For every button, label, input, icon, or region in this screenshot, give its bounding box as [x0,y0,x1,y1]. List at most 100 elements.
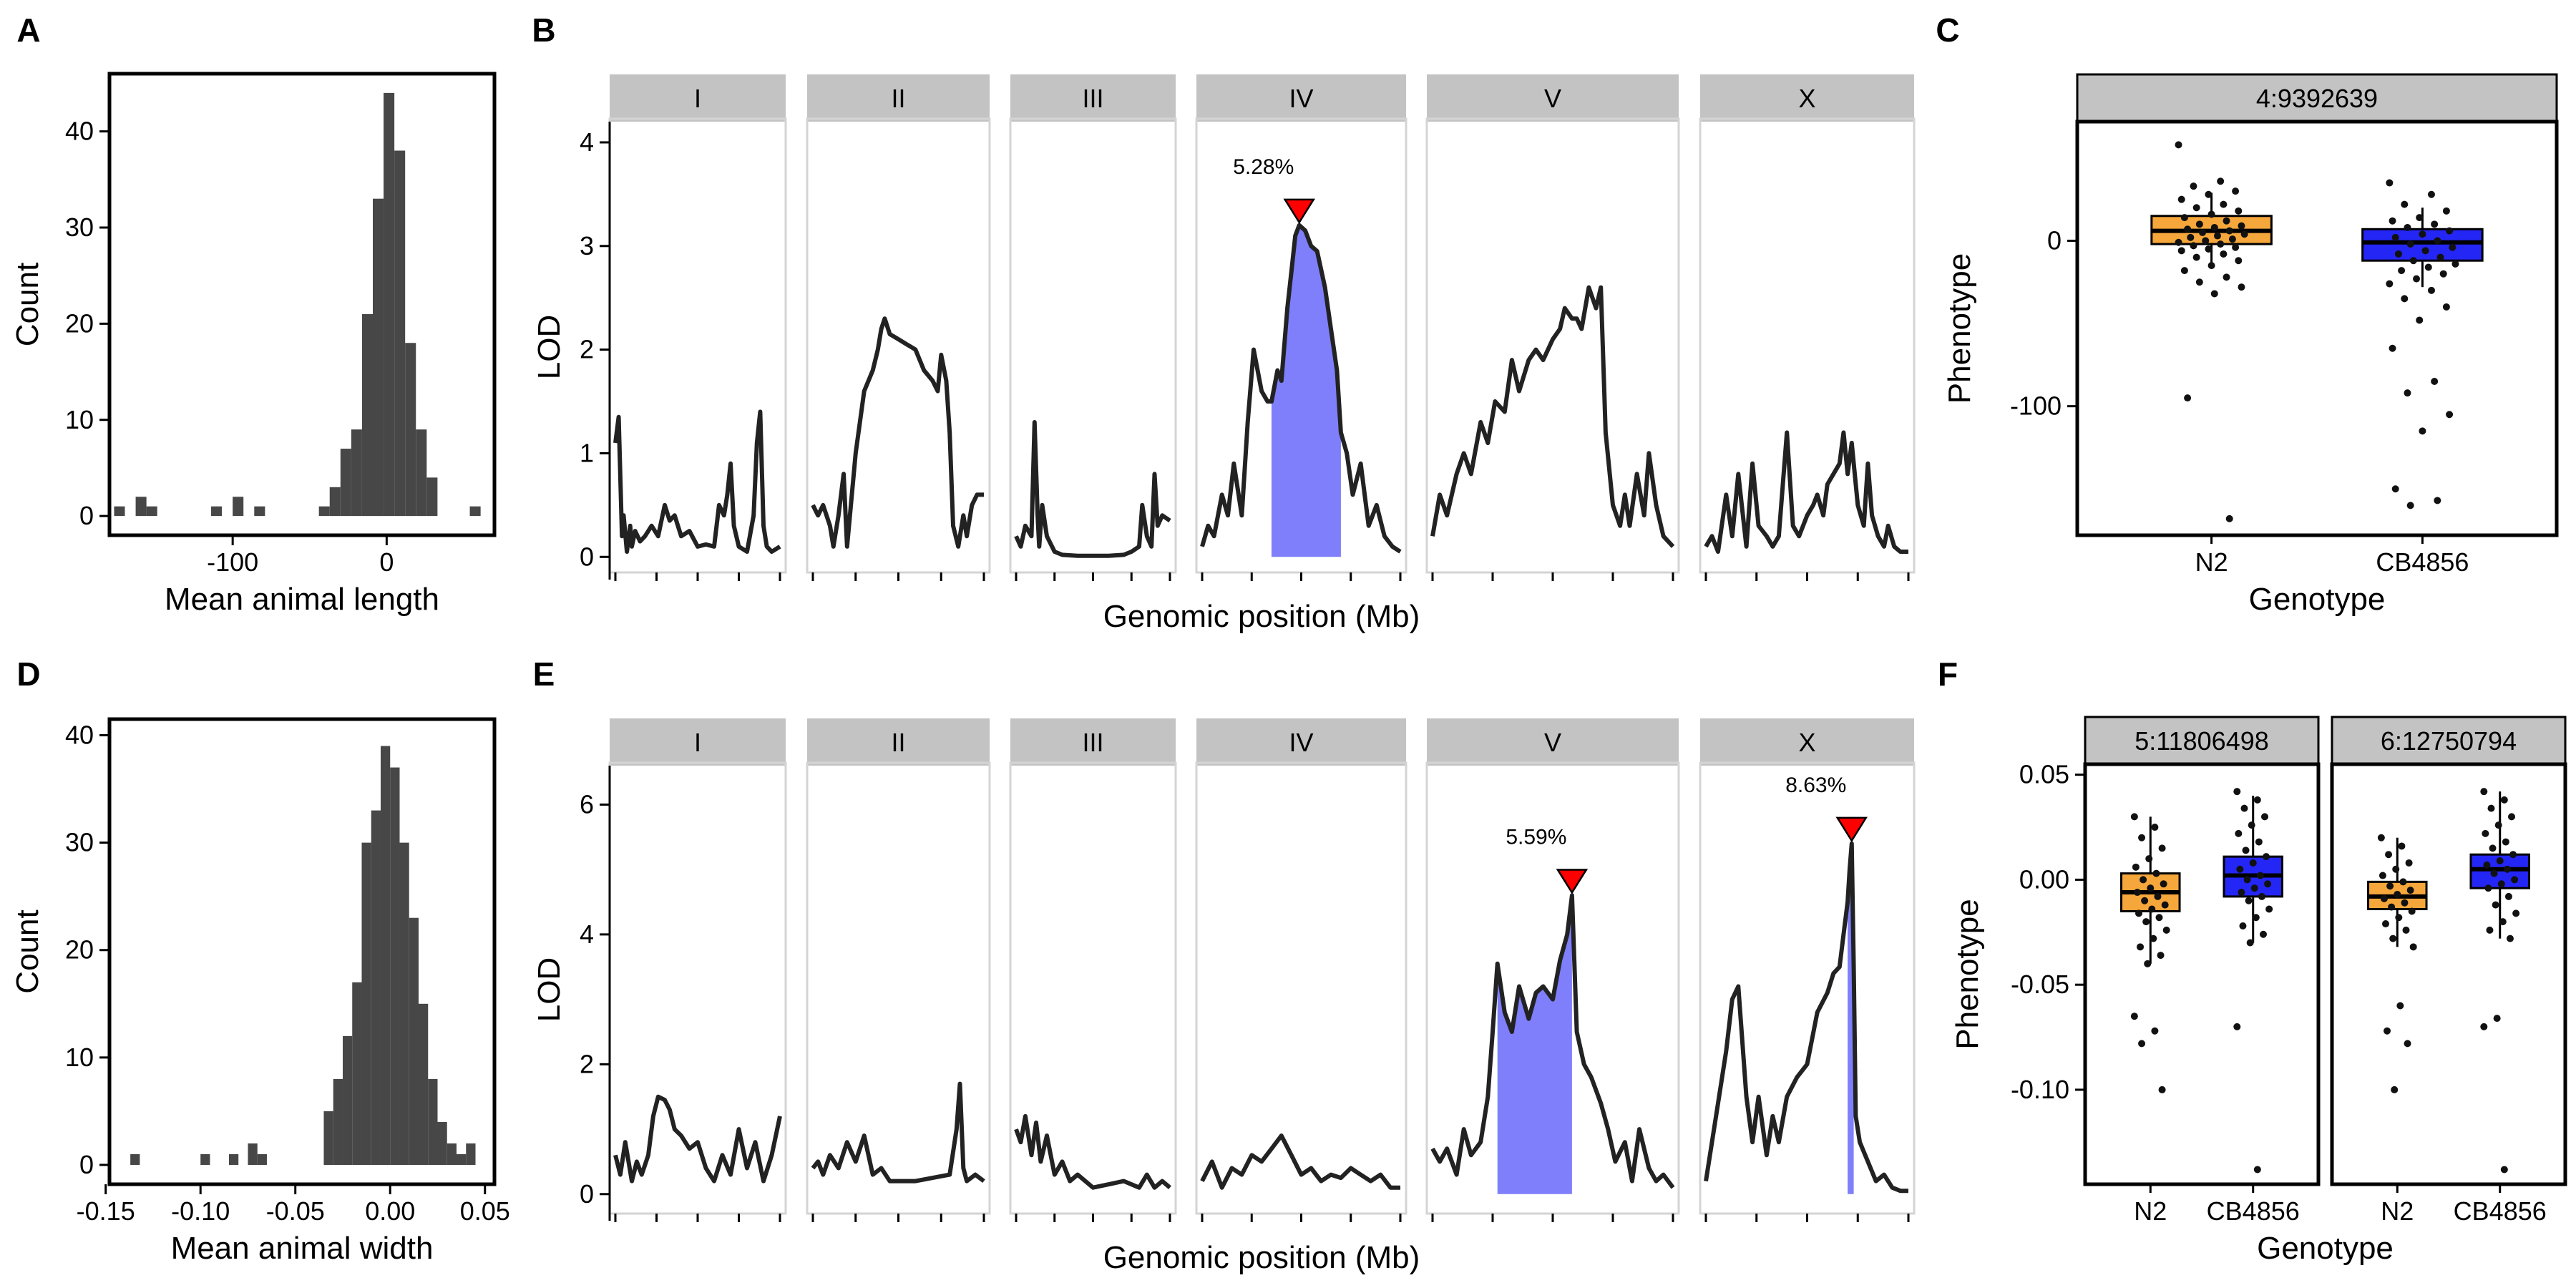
data-point [2392,865,2400,873]
data-point [2408,907,2416,915]
x-tick-label: CB4856 [2376,547,2469,577]
data-point [2238,222,2245,230]
data-point [2480,788,2488,796]
x-tick-label: -0.05 [266,1196,325,1226]
facet-E-II: II [806,718,991,1222]
data-point [2228,235,2236,243]
data-point [2394,250,2402,258]
data-point [2195,278,2203,286]
facet-strip-label: I [694,728,701,757]
data-point [2242,847,2250,854]
box-panel-F: 5:11806498 N2 CB4856 6:12750794 N2 CB4856 -0.1… [1950,716,2567,1266]
data-point [2386,882,2394,890]
data-point [2406,502,2414,509]
data-point [2248,821,2255,829]
facet-E-III: III [1009,718,1177,1222]
facet-frame [1699,761,1916,1215]
qtl-interval [1271,225,1341,557]
data-point [2195,220,2203,228]
facet-strip [2331,716,2567,766]
data-point [2184,225,2192,233]
data-point [2399,878,2407,886]
histogram-bar [254,506,265,517]
y-tick-label: 0 [79,501,94,530]
data-point [2506,935,2514,942]
data-point [2160,880,2167,888]
facet-strip-label: II [891,728,905,757]
facet-frame [1699,117,1916,574]
qtl-interval [1497,895,1572,1194]
data-point [2135,909,2142,917]
histogram-bar [416,429,427,517]
lod-line [811,1081,985,1184]
data-point [2401,899,2409,907]
data-point [2233,1023,2241,1030]
histogram-bar [228,1153,239,1165]
data-point [2388,903,2396,911]
y-tick-label: 3 [580,231,594,260]
data-point [2391,1085,2399,1093]
data-point [2238,889,2245,897]
data-point [2142,918,2150,926]
x-axis-label: Mean animal width [171,1231,434,1266]
histogram-bar [380,746,391,1165]
data-point [2492,901,2499,909]
data-point [2427,286,2435,294]
data-point [2225,227,2233,235]
panel-letter-A: A [16,11,40,49]
facet-F-0: 5:11806498 N2 CB4856 [2083,716,2321,1226]
facet-B-I: I [608,74,787,581]
plot-frame [2330,762,2567,1186]
facet-E-V: V 5.59% [1425,718,1680,1222]
data-point [2406,887,2414,894]
histogram-bar [333,1078,343,1165]
x-tick-label: CB4856 [2454,1196,2547,1226]
data-point [2416,214,2424,222]
x-tick-label: 0.05 [460,1196,510,1226]
y-tick-label: 2 [580,1049,594,1078]
data-point [2386,179,2394,187]
histogram-bar [405,343,416,517]
data-point [2416,316,2424,324]
data-point [2385,851,2393,859]
facet-frame [806,117,991,574]
data-point [2404,1040,2411,1048]
data-point [2253,1166,2261,1174]
data-point [2493,1015,2501,1023]
data-point [2180,267,2188,275]
data-point [2449,243,2457,251]
facet-strip [610,718,786,766]
histogram-bar [437,1121,447,1165]
data-point [2394,890,2401,898]
data-point [2401,200,2409,208]
histogram-bar [323,1111,333,1165]
data-point [2155,914,2163,922]
data-point [2404,223,2411,231]
data-point [2130,813,2138,821]
data-point [2180,214,2188,222]
data-point [2255,838,2263,846]
facet-strip [2084,716,2320,766]
data-point [2436,253,2444,261]
data-point [2223,273,2230,281]
data-point [2404,389,2411,397]
y-axis-label: Count [10,263,45,346]
data-point [2177,195,2185,203]
data-point [2235,829,2243,837]
data-point [2157,952,2165,960]
data-point [2151,824,2159,831]
data-point [2130,1013,2138,1020]
y-tick-label: 0 [79,1150,94,1179]
data-point [2413,275,2421,283]
data-point [2225,514,2233,522]
histogram-bar [394,150,406,517]
data-point [2434,237,2441,245]
data-point [2396,1002,2404,1010]
facet-frame [608,117,787,574]
facet-strip [1196,718,1406,766]
data-point [2398,267,2406,275]
data-point [2434,497,2441,504]
y-tick-label: 4 [580,127,594,157]
data-point [2261,813,2269,821]
